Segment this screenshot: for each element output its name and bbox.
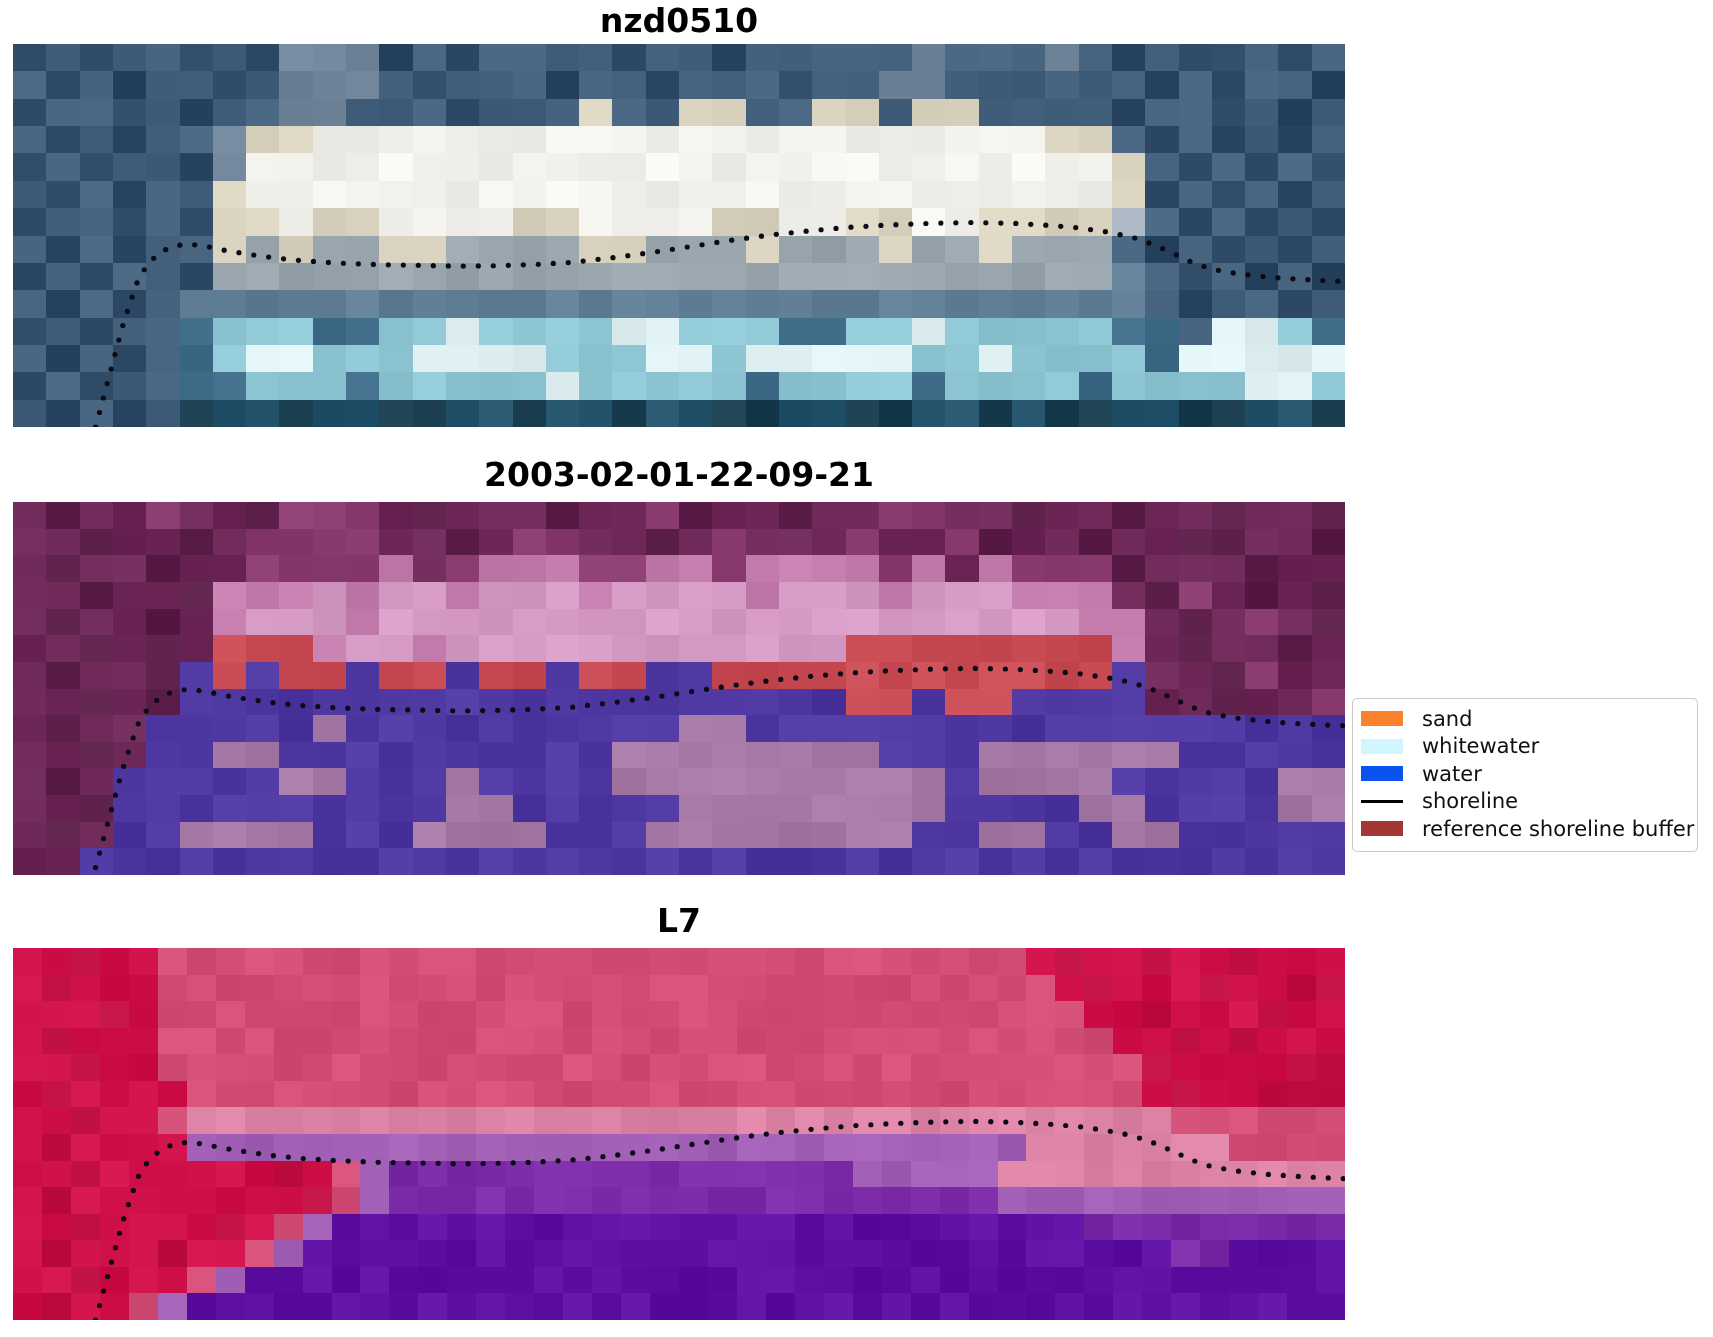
reference-shoreline-buffer-swatch — [1361, 821, 1403, 837]
legend: sand whitewater water shoreline referenc… — [1352, 698, 1698, 852]
panel-title-date: 2003-02-01-22-09-21 — [484, 455, 874, 494]
panel-image-nzd0510 — [13, 44, 1345, 427]
legend-label-whitewater: whitewater — [1422, 734, 1540, 759]
legend-entry-sand: sand — [1361, 705, 1689, 733]
shoreline-line-swatch — [1361, 799, 1403, 803]
legend-label-shoreline: shoreline — [1422, 789, 1519, 814]
panel-title-l7: L7 — [657, 901, 701, 940]
sand-swatch — [1361, 711, 1403, 727]
legend-label-water: water — [1422, 761, 1482, 786]
panel-title-nzd0510: nzd0510 — [599, 1, 759, 40]
legend-entry-reference-shoreline-buffer: reference shoreline buffer — [1361, 815, 1694, 843]
whitewater-swatch — [1361, 738, 1403, 754]
legend-entry-whitewater: whitewater — [1361, 733, 1689, 761]
panel-image-classified — [13, 502, 1345, 875]
legend-entry-water: water — [1361, 760, 1689, 788]
legend-label-sand: sand — [1422, 706, 1473, 731]
legend-label-reference-shoreline-buffer: reference shoreline buffer — [1422, 816, 1695, 841]
water-swatch — [1361, 766, 1403, 782]
panel-image-l7 — [13, 948, 1345, 1320]
legend-entry-shoreline: shoreline — [1361, 788, 1689, 816]
